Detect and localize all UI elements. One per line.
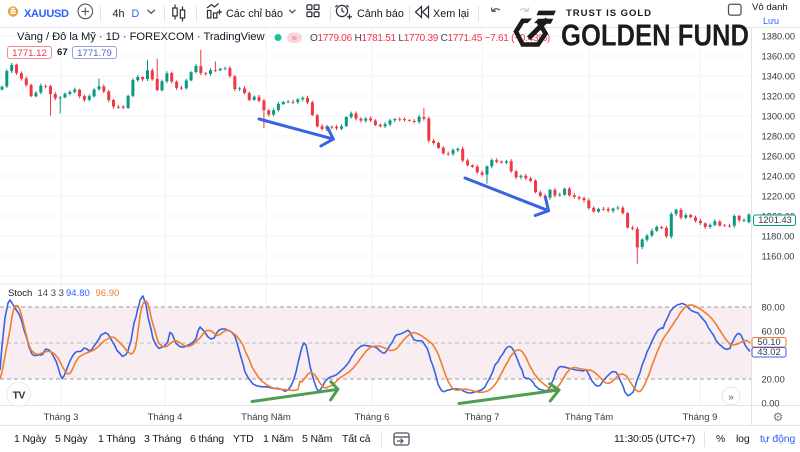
svg-text:Tháng 9: Tháng 9 xyxy=(683,412,718,423)
svg-text:Tháng 7: Tháng 7 xyxy=(465,412,500,423)
svg-text:1320.00: 1320.00 xyxy=(762,91,796,101)
svg-text:Tháng Tám: Tháng Tám xyxy=(565,412,613,423)
svg-text:≈: ≈ xyxy=(292,33,297,43)
svg-text:Tháng 3: Tháng 3 xyxy=(44,412,79,423)
svg-text:1260.00: 1260.00 xyxy=(762,151,796,161)
svg-text:1220.00: 1220.00 xyxy=(762,191,796,201)
svg-text:60.00: 60.00 xyxy=(762,326,785,336)
svg-text:»: » xyxy=(728,392,734,403)
svg-text:Tháng Năm: Tháng Năm xyxy=(241,412,291,423)
svg-text:TRUST IS GOLD: TRUST IS GOLD xyxy=(566,8,653,19)
svg-text:50.10: 50.10 xyxy=(757,337,780,347)
svg-text:20.00: 20.00 xyxy=(762,374,785,384)
svg-text:1240.00: 1240.00 xyxy=(762,171,796,181)
svg-text:⚙: ⚙ xyxy=(773,410,784,424)
svg-text:1380.00: 1380.00 xyxy=(762,31,796,41)
svg-text:TV: TV xyxy=(12,389,25,401)
svg-text:Tháng 4: Tháng 4 xyxy=(148,412,183,423)
svg-text:1280.00: 1280.00 xyxy=(762,131,796,141)
svg-text:1160.00: 1160.00 xyxy=(762,251,795,261)
svg-text:0.00: 0.00 xyxy=(762,398,780,408)
svg-text:80.00: 80.00 xyxy=(762,302,785,312)
svg-text:1180.00: 1180.00 xyxy=(762,231,795,241)
svg-text:1340.00: 1340.00 xyxy=(762,71,796,81)
svg-text:1300.00: 1300.00 xyxy=(762,111,796,121)
svg-text:Tháng 6: Tháng 6 xyxy=(355,412,390,423)
svg-text:43.02: 43.02 xyxy=(757,347,780,357)
svg-text:1360.00: 1360.00 xyxy=(762,51,796,61)
svg-text:GOLDEN FUND: GOLDEN FUND xyxy=(561,18,749,51)
svg-text:1201.43: 1201.43 xyxy=(758,215,792,225)
